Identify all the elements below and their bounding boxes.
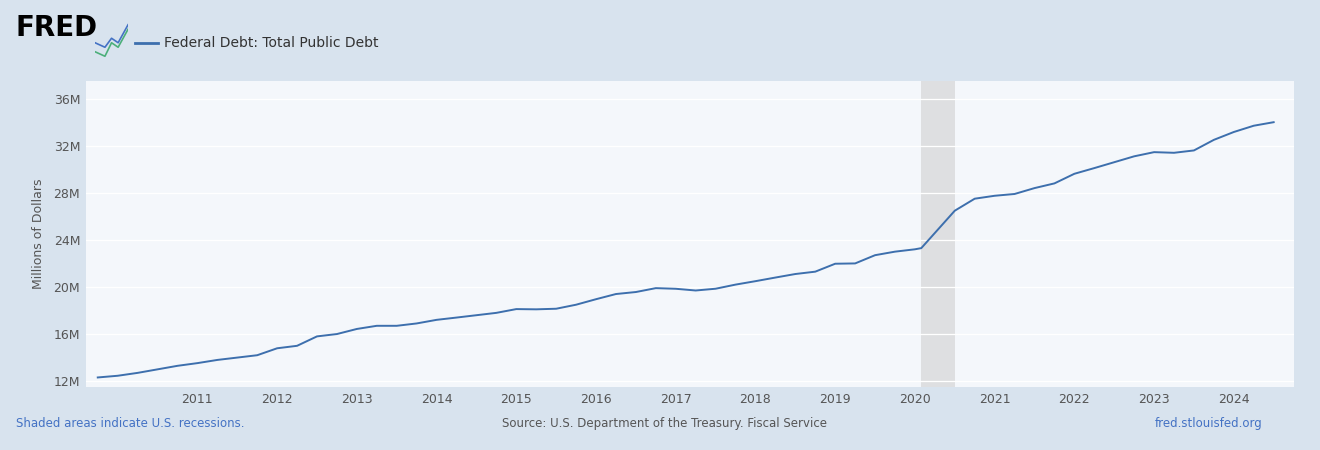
Text: fred.stlouisfed.org: fred.stlouisfed.org bbox=[1155, 417, 1263, 430]
Bar bbox=[921, 81, 954, 387]
Text: Source: U.S. Department of the Treasury. Fiscal Service: Source: U.S. Department of the Treasury.… bbox=[502, 417, 826, 430]
Text: FRED: FRED bbox=[16, 14, 98, 41]
Text: Shaded areas indicate U.S. recessions.: Shaded areas indicate U.S. recessions. bbox=[16, 417, 244, 430]
Y-axis label: Millions of Dollars: Millions of Dollars bbox=[32, 179, 45, 289]
Text: Federal Debt: Total Public Debt: Federal Debt: Total Public Debt bbox=[164, 36, 379, 50]
